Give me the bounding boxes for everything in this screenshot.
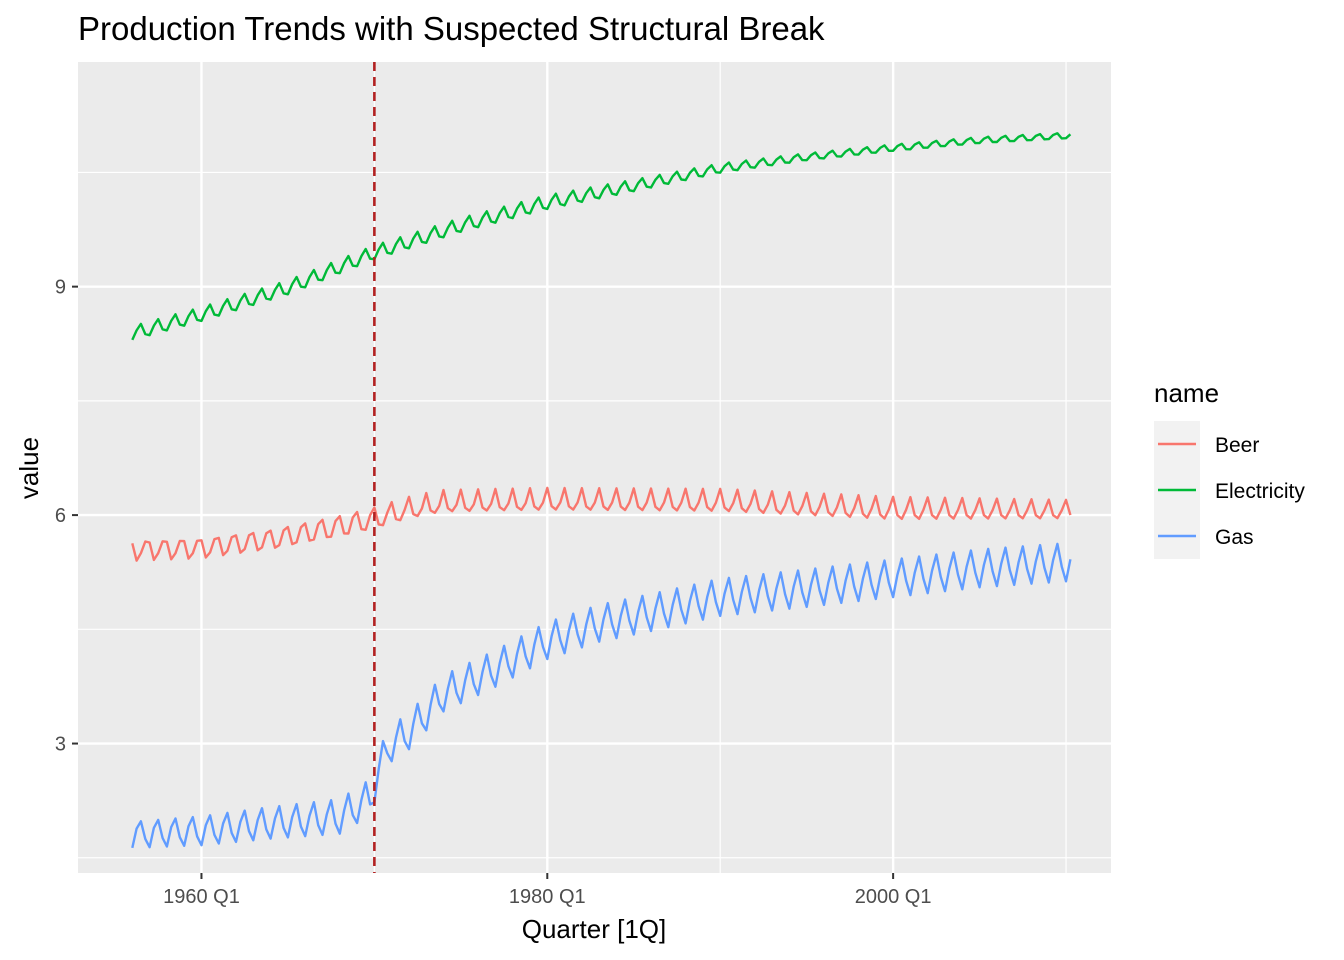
chart-title: Production Trends with Suspected Structu… (78, 10, 825, 47)
legend-label-electricity: Electricity (1215, 480, 1305, 503)
plot-panel (78, 62, 1111, 873)
legend-title: name (1154, 378, 1219, 408)
legend: name Beer Electricity Gas (1154, 378, 1305, 559)
y-tick-label-0: 3 (55, 734, 66, 756)
series-line-gas (131, 542, 1072, 849)
x-tick-label-0: 1960 Q1 (163, 886, 240, 908)
x-tick-label-1: 1980 Q1 (509, 886, 586, 908)
y-axis: 3 6 9 (55, 277, 78, 756)
y-axis-title: value (14, 437, 44, 499)
x-axis: 1960 Q1 1980 Q1 2000 Q1 (163, 873, 931, 908)
y-tick-label-1: 6 (55, 505, 66, 527)
series-line-electricity (131, 132, 1072, 341)
series-lines (131, 132, 1072, 849)
y-tick-label-2: 9 (55, 277, 66, 299)
legend-label-gas: Gas (1215, 526, 1254, 549)
x-axis-title: Quarter [1Q] (522, 914, 667, 944)
series-line-beer (131, 486, 1072, 562)
legend-label-beer: Beer (1215, 434, 1259, 457)
x-tick-label-2: 2000 Q1 (855, 886, 932, 908)
